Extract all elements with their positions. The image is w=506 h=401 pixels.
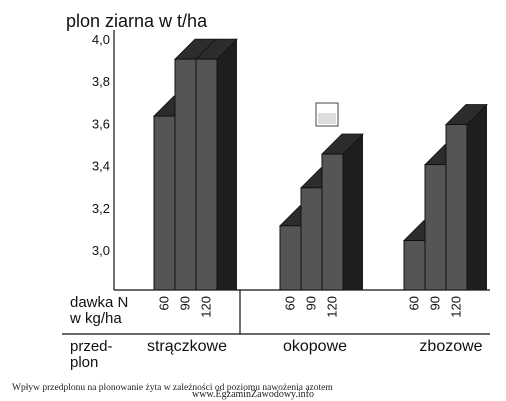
bar-group	[279, 133, 364, 291]
bar-side-face	[217, 39, 237, 290]
group-label: strączkowe	[147, 338, 227, 355]
logo-band	[318, 113, 336, 124]
y-tick-label: 3,4	[92, 159, 110, 174]
dose-tick-label: 120	[199, 296, 214, 318]
dose-tick-label: 120	[449, 296, 464, 318]
y-tick-label: 3,6	[92, 116, 110, 131]
dose-tick-label: 120	[325, 296, 340, 318]
bars	[153, 38, 488, 291]
y-tick-label: 3,2	[92, 201, 110, 216]
bar	[174, 58, 197, 291]
y-axis-title: plon ziarna w t/ha	[66, 11, 208, 31]
watermark-logo	[315, 102, 339, 127]
bar	[153, 115, 176, 291]
bar-side-face	[467, 104, 487, 290]
x-axis-group-title: przed-plon	[70, 338, 113, 371]
bar-group	[403, 104, 488, 291]
dose-tick-label: 60	[157, 296, 172, 310]
group-label: zbozowe	[419, 338, 482, 355]
bar	[321, 153, 344, 291]
dose-tick-label: 60	[407, 296, 422, 310]
bar	[300, 187, 323, 291]
y-ticks: 4,0 3,8 3,6 3,4 3,2 3,0	[92, 32, 110, 258]
group-label: okopowe	[283, 338, 347, 355]
bar	[445, 124, 468, 291]
bar	[195, 58, 218, 291]
dose-tick-label: 60	[283, 296, 298, 310]
bar-group	[153, 38, 238, 291]
y-tick-label: 3,8	[92, 74, 110, 89]
y-tick-label: 4,0	[92, 32, 110, 47]
bar-side-face	[343, 134, 363, 290]
bar	[424, 164, 447, 291]
caption: Wpływ przedplonu na plonowanie żyta w za…	[12, 383, 333, 393]
y-tick-label: 3,0	[92, 243, 110, 258]
bar	[403, 240, 426, 291]
dose-tick-label: 90	[428, 296, 443, 310]
bar	[279, 225, 302, 291]
watermark-url: www.EgzaminZawodowy.info	[192, 389, 314, 400]
dose-tick-label: 90	[304, 296, 319, 310]
logo-frame	[315, 102, 339, 127]
dose-tick-label: 90	[178, 296, 193, 310]
